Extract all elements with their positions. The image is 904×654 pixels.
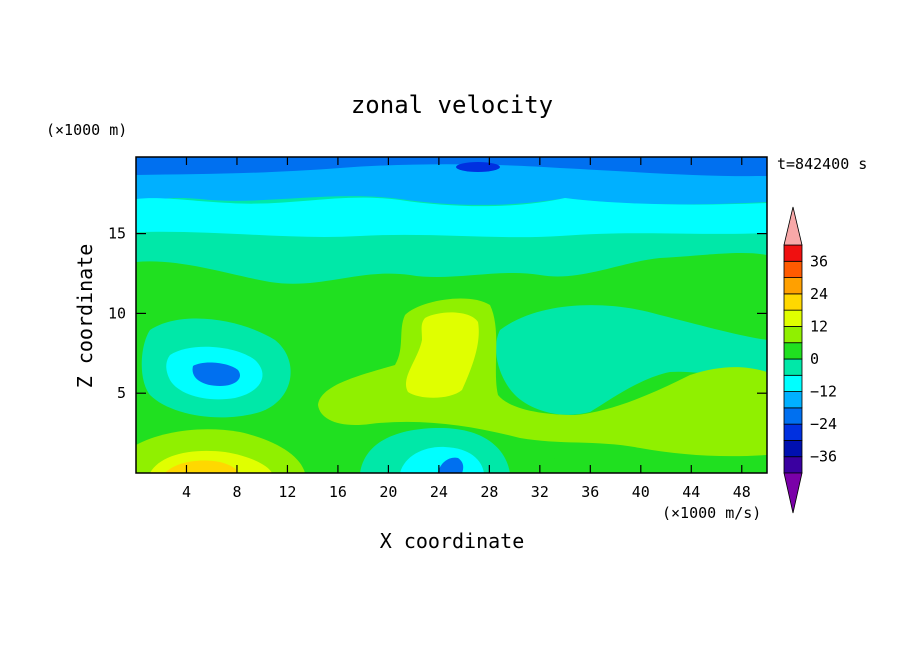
colorbar-tick-label: −24 bbox=[810, 415, 837, 433]
x-tick-label: 36 bbox=[581, 483, 599, 501]
contour-core-dark-blue-top bbox=[456, 162, 500, 172]
colorbar-box bbox=[783, 244, 803, 262]
contour-bottom-left-gold bbox=[165, 460, 238, 473]
x-tick-label: 20 bbox=[379, 483, 397, 501]
y-tick-label: 10 bbox=[108, 304, 126, 322]
colorbar-extend-max bbox=[783, 206, 803, 246]
colorbar-box bbox=[783, 358, 803, 376]
colorbar-box bbox=[783, 407, 803, 425]
x-tick-label: 24 bbox=[430, 483, 448, 501]
chart-title: zonal velocity bbox=[351, 91, 553, 119]
x-tick-label: 44 bbox=[682, 483, 700, 501]
contour-band-top-cyan bbox=[136, 197, 767, 238]
y-tick-label: 5 bbox=[117, 384, 126, 402]
contour-bottom-mid-blue bbox=[438, 457, 464, 473]
y-tick-label: 15 bbox=[108, 225, 126, 243]
x-tick-label: 40 bbox=[632, 483, 650, 501]
contour-region-right-teal bbox=[495, 305, 767, 415]
y-axis-ticks: 5 10 15 bbox=[108, 225, 767, 402]
x-axis-ticks: 4 8 12 16 20 24 28 32 36 40 44 48 bbox=[182, 157, 751, 501]
colorbar-tick-label: 0 bbox=[810, 350, 819, 368]
colorbar-box bbox=[783, 423, 803, 441]
x-tick-label: 16 bbox=[329, 483, 347, 501]
x-axis-label: X coordinate bbox=[380, 529, 525, 553]
y-axis-label: Z coordinate bbox=[73, 244, 97, 389]
colorbar-box bbox=[783, 342, 803, 360]
contour-band-top-blue bbox=[136, 157, 767, 177]
contour-field bbox=[136, 157, 767, 473]
colorbar-box bbox=[783, 260, 803, 278]
colorbar-box bbox=[783, 440, 803, 458]
x-tick-label: 48 bbox=[733, 483, 751, 501]
colorbar-tick-label: 24 bbox=[810, 285, 828, 303]
x-tick-label: 12 bbox=[278, 483, 296, 501]
colorbar: 36 24 12 0 −12 −24 −36 bbox=[783, 206, 837, 514]
colorbar-tick-label: 36 bbox=[810, 252, 828, 270]
x-tick-label: 4 bbox=[182, 483, 191, 501]
colorbar-tick-label: 12 bbox=[810, 317, 828, 335]
contour-bottom-right-green bbox=[520, 453, 767, 473]
time-label: t=842400 s bbox=[777, 155, 867, 173]
colorbar-box bbox=[783, 456, 803, 474]
y-units-label: (×1000 m) bbox=[46, 121, 127, 139]
colorbar-tick-label: −36 bbox=[810, 448, 837, 466]
contour-top-left-corner bbox=[136, 157, 165, 166]
colorbar-box bbox=[783, 374, 803, 392]
colorbar-box bbox=[783, 309, 803, 327]
colorbar-extend-min bbox=[783, 472, 803, 514]
contour-vortex-left-blue bbox=[192, 362, 240, 386]
x-units-label: (×1000 m/s) bbox=[662, 504, 761, 522]
colorbar-box bbox=[783, 293, 803, 311]
x-tick-label: 8 bbox=[232, 483, 241, 501]
colorbar-box bbox=[783, 391, 803, 409]
colorbar-box bbox=[783, 277, 803, 295]
x-tick-label: 28 bbox=[480, 483, 498, 501]
x-tick-label: 32 bbox=[531, 483, 549, 501]
plot-frame bbox=[135, 156, 768, 474]
contour-plume-yellow bbox=[405, 312, 479, 398]
contour-top-right-corner bbox=[720, 157, 767, 168]
colorbar-box bbox=[783, 326, 803, 344]
colorbar-tick-label: −12 bbox=[810, 383, 837, 401]
